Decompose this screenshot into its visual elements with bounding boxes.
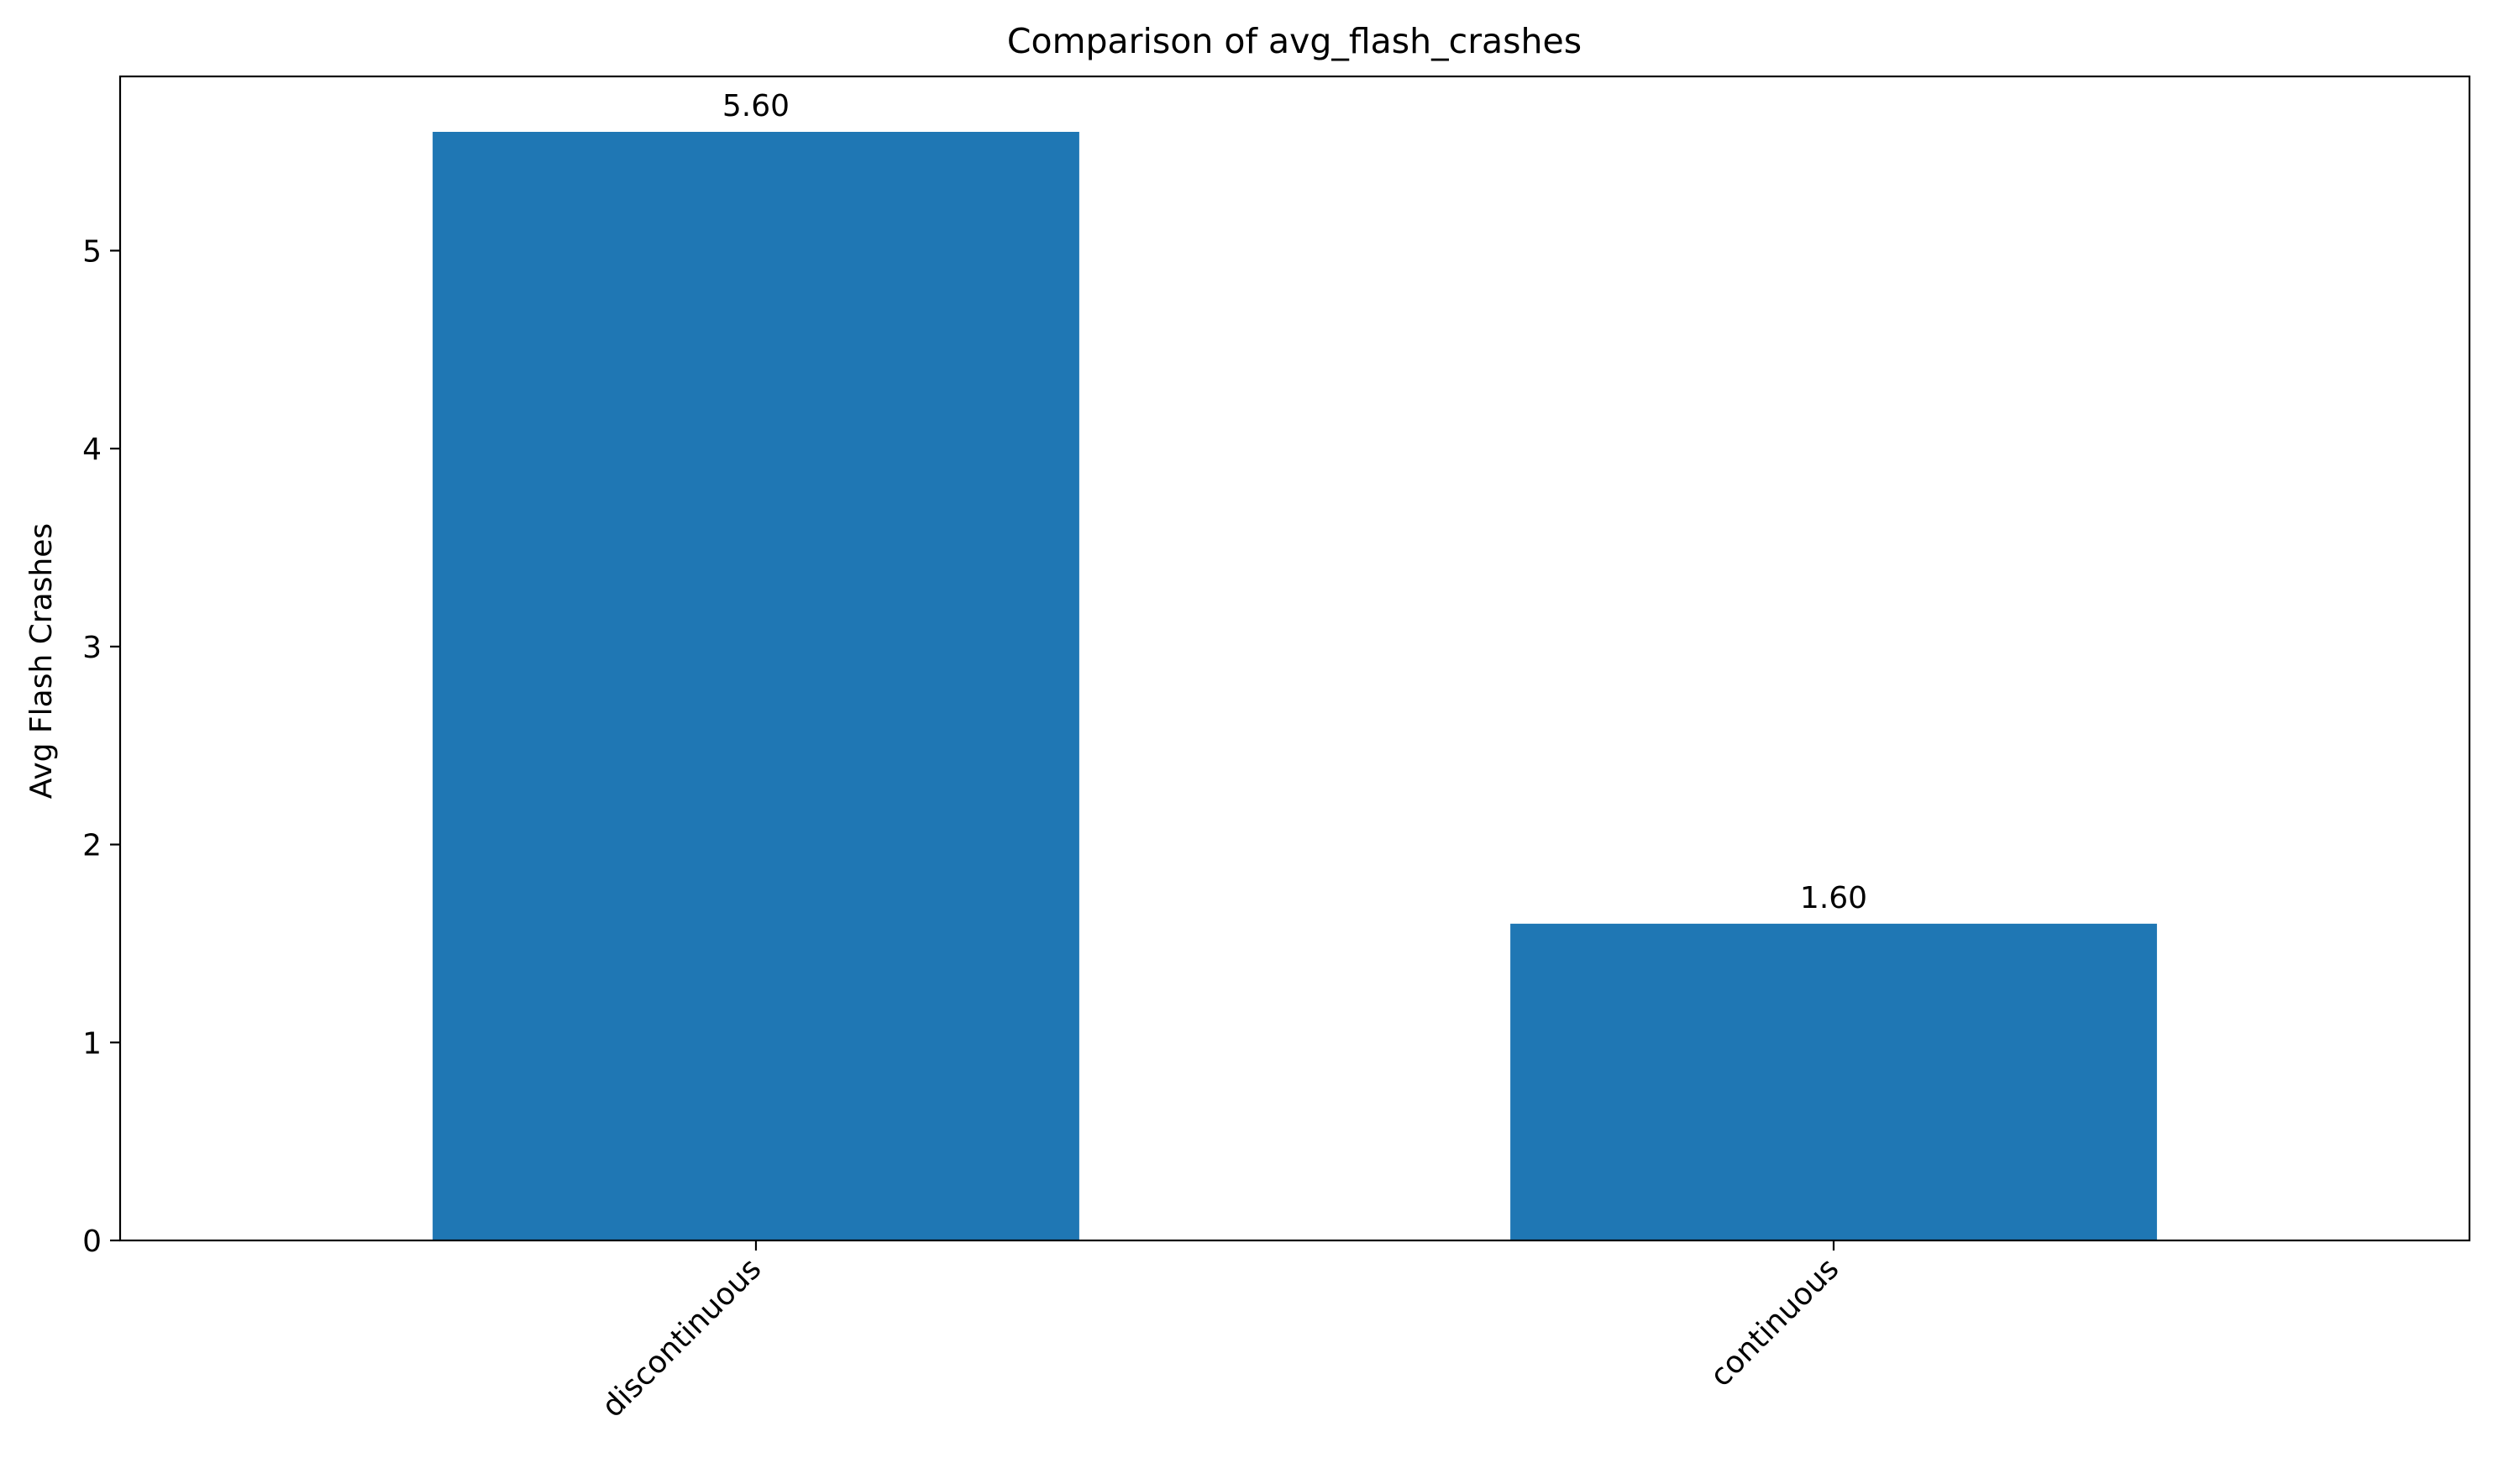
y-tick-label: 2 (82, 829, 102, 863)
y-axis-label: Avg Flash Crashes (24, 523, 59, 799)
bar-value-label: 1.60 (1800, 881, 1867, 915)
chart-title: Comparison of avg_flash_crashes (1007, 21, 1582, 61)
plot-frame (118, 75, 2471, 1242)
y-tick-label: 1 (82, 1026, 102, 1061)
bar-discontinuous (433, 132, 1079, 1240)
x-tick-label: discontinuous (596, 1251, 768, 1424)
bar-value-label: 5.60 (722, 89, 790, 123)
plot-area: 5.60 1.60 0 1 2 3 4 5 discontinuous continuous (82, 75, 2471, 1424)
y-tick-label: 4 (82, 433, 102, 467)
y-tick-label: 5 (82, 234, 102, 269)
x-tick-label: continuous (1703, 1251, 1845, 1393)
bar-continuous (1510, 923, 2157, 1240)
y-tick-label: 3 (82, 631, 102, 665)
y-tick-label: 0 (82, 1224, 102, 1259)
